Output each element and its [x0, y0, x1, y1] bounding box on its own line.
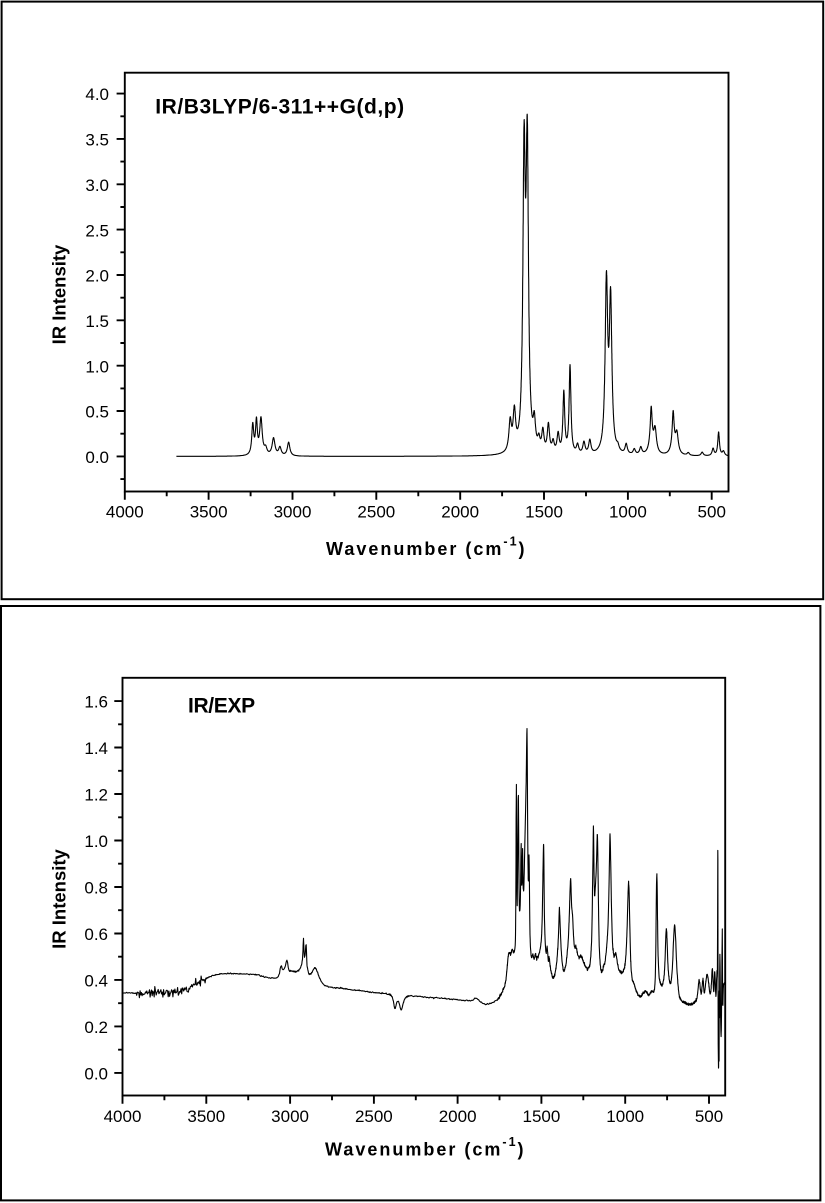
svg-text:1000: 1000 — [609, 503, 647, 522]
svg-text:2000: 2000 — [439, 1107, 477, 1126]
svg-text:0.6: 0.6 — [84, 925, 108, 944]
svg-text:3.0: 3.0 — [85, 176, 109, 195]
svg-text:3500: 3500 — [190, 503, 228, 522]
svg-text:2000: 2000 — [441, 503, 479, 522]
svg-text:0.8: 0.8 — [84, 879, 108, 898]
svg-text:3000: 3000 — [274, 503, 312, 522]
svg-text:0.5: 0.5 — [85, 403, 109, 422]
svg-text:1.4: 1.4 — [84, 739, 108, 758]
svg-text:2.5: 2.5 — [85, 221, 109, 240]
svg-text:1.6: 1.6 — [84, 693, 108, 712]
svg-text:Wavenumber (cm-1): Wavenumber (cm-1) — [326, 534, 527, 559]
svg-text:0.0: 0.0 — [84, 1065, 108, 1084]
svg-text:1.0: 1.0 — [84, 832, 108, 851]
svg-text:1500: 1500 — [523, 1107, 561, 1126]
svg-text:1500: 1500 — [525, 503, 563, 522]
svg-text:2500: 2500 — [357, 503, 395, 522]
svg-text:1.5: 1.5 — [85, 312, 109, 331]
svg-text:IR Intensity: IR Intensity — [49, 244, 70, 344]
svg-text:500: 500 — [695, 1107, 723, 1126]
svg-text:0.4: 0.4 — [84, 972, 108, 991]
svg-text:1.0: 1.0 — [85, 357, 109, 376]
svg-text:2500: 2500 — [355, 1107, 393, 1126]
svg-text:IR/EXP: IR/EXP — [188, 695, 255, 718]
svg-text:4000: 4000 — [106, 503, 144, 522]
svg-text:500: 500 — [698, 503, 726, 522]
svg-text:2.0: 2.0 — [85, 267, 109, 286]
svg-text:IR Intensity: IR Intensity — [49, 848, 70, 948]
svg-text:0.2: 0.2 — [84, 1018, 108, 1037]
svg-text:1000: 1000 — [606, 1107, 644, 1126]
svg-text:4000: 4000 — [104, 1107, 142, 1126]
svg-text:3.5: 3.5 — [85, 131, 109, 150]
svg-text:4.0: 4.0 — [85, 85, 109, 104]
svg-text:3000: 3000 — [271, 1107, 309, 1126]
svg-text:IR/B3LYP/6-311++G(d,p): IR/B3LYP/6-311++G(d,p) — [155, 96, 404, 119]
svg-text:0.0: 0.0 — [85, 448, 109, 467]
svg-text:Wavenumber (cm-1): Wavenumber (cm-1) — [325, 1135, 526, 1160]
svg-text:3500: 3500 — [187, 1107, 225, 1126]
svg-text:1.2: 1.2 — [84, 786, 108, 805]
